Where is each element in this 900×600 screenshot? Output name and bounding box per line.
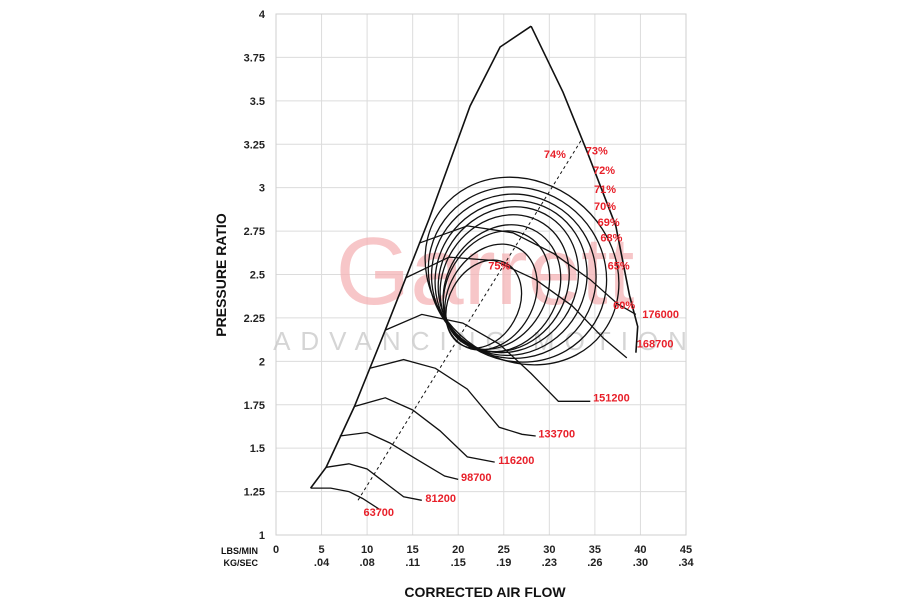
speed-line bbox=[339, 431, 459, 481]
speed-line bbox=[418, 225, 637, 315]
efficiency-island bbox=[442, 224, 562, 353]
chart-annotation: 151200 bbox=[593, 392, 630, 404]
chart-annotation: 81200 bbox=[425, 493, 456, 505]
y-axis-title: PRESSURE RATIO bbox=[213, 213, 229, 337]
y-tick-label: 1.5 bbox=[250, 443, 265, 455]
chart-annotation: 116200 bbox=[498, 455, 534, 467]
x-tick-label: 45 bbox=[680, 544, 692, 556]
chart-annotation: 65% bbox=[608, 260, 630, 272]
speed-lines bbox=[310, 225, 637, 510]
map-boundary bbox=[309, 25, 639, 489]
choke-line bbox=[530, 25, 639, 353]
y-tick-label: 3 bbox=[259, 183, 265, 195]
y-tick-label: 2.5 bbox=[250, 270, 265, 282]
chart-annotation: 68% bbox=[600, 233, 622, 245]
speed-line bbox=[369, 358, 536, 437]
x-unit-label-primary: LBS/MIN bbox=[221, 546, 258, 556]
chart-annotation: 69% bbox=[598, 217, 620, 229]
chart-annotation: 73% bbox=[586, 146, 608, 158]
chart-annotations: 63700 81200 98700 116200 133700 151200 168700 1… bbox=[363, 146, 679, 519]
y-tick-label: 3.25 bbox=[244, 139, 265, 151]
x-secondary-tick-label: .34 bbox=[678, 557, 694, 569]
efficiency-island bbox=[424, 176, 620, 366]
y-tick-label: 3.5 bbox=[250, 96, 265, 108]
x-secondary-tick-label: .04 bbox=[314, 557, 330, 569]
x-tick-label: 20 bbox=[452, 544, 464, 556]
x-secondary-tick-label: .30 bbox=[633, 557, 648, 569]
chart-annotation: 75% bbox=[488, 260, 510, 272]
efficiency-island bbox=[444, 243, 538, 351]
y-tick-label: 2.75 bbox=[244, 226, 265, 238]
y-tick-label: 2 bbox=[259, 356, 265, 368]
y-tick-label: 1 bbox=[259, 530, 265, 542]
x-secondary-tick-label: .23 bbox=[542, 557, 557, 569]
x-tick-label: 40 bbox=[634, 544, 646, 556]
x-tick-label: 25 bbox=[498, 544, 510, 556]
efficiency-island bbox=[427, 186, 608, 363]
surge-line bbox=[309, 25, 532, 489]
x-secondary-tick-label: .08 bbox=[359, 557, 374, 569]
y-tick-label: 2.25 bbox=[244, 313, 265, 325]
chart-annotation: 176000 bbox=[642, 309, 679, 321]
x-axis-title: CORRECTED AIR FLOW bbox=[404, 584, 566, 600]
chart-annotation: 74% bbox=[544, 149, 566, 161]
efficiency-islands bbox=[357, 117, 620, 501]
speed-line bbox=[405, 256, 628, 359]
y-tick-label: 1.25 bbox=[244, 487, 265, 499]
chart-annotation: 71% bbox=[594, 184, 616, 196]
speed-line bbox=[310, 487, 380, 510]
chart-annotation: 70% bbox=[594, 201, 616, 213]
y-tick-label: 3.75 bbox=[244, 52, 265, 64]
x-tick-label: 30 bbox=[543, 544, 555, 556]
speed-line bbox=[326, 463, 422, 501]
speed-line bbox=[385, 313, 591, 402]
chart-annotation: 72% bbox=[593, 165, 615, 177]
x-tick-label: 10 bbox=[361, 544, 373, 556]
chart-annotation: 133700 bbox=[538, 429, 575, 441]
axis-ticks: 0 5.04 10.08 15.11 20.15 25.19 30.23 35.26 40.30… bbox=[244, 9, 695, 569]
chart-annotation: 60% bbox=[613, 300, 635, 312]
chart-annotation: 98700 bbox=[461, 472, 492, 484]
y-tick-label: 1.75 bbox=[244, 400, 265, 412]
chart-annotation: 168700 bbox=[637, 338, 674, 350]
speed-line bbox=[354, 397, 495, 463]
peak-efficiency-line bbox=[357, 117, 596, 501]
x-secondary-tick-label: .26 bbox=[587, 557, 602, 569]
plot-frame bbox=[275, 13, 687, 536]
x-secondary-tick-label: .19 bbox=[496, 557, 511, 569]
x-secondary-tick-label: .11 bbox=[405, 557, 420, 569]
x-tick-label: 5 bbox=[318, 544, 324, 556]
y-tick-label: 4 bbox=[259, 9, 266, 21]
x-tick-label: 35 bbox=[589, 544, 601, 556]
x-tick-label: 0 bbox=[273, 544, 279, 556]
x-tick-label: 15 bbox=[407, 544, 419, 556]
chart-annotation: 63700 bbox=[363, 507, 394, 519]
x-secondary-tick-label: .15 bbox=[451, 557, 466, 569]
x-unit-label-secondary: KG/SEC bbox=[223, 558, 258, 568]
